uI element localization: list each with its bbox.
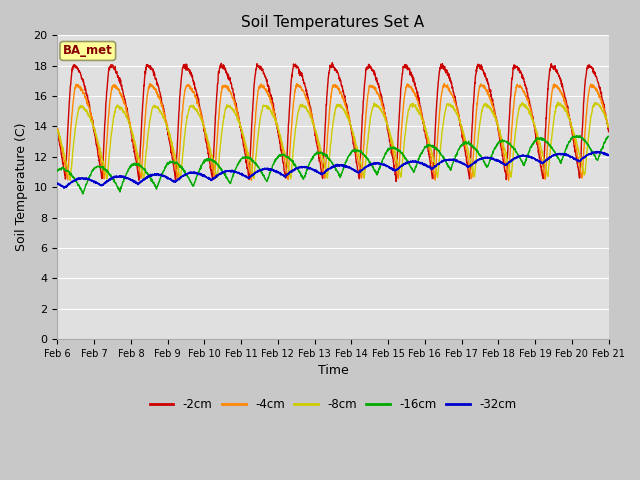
Legend: -2cm, -4cm, -8cm, -16cm, -32cm: -2cm, -4cm, -8cm, -16cm, -32cm (145, 394, 521, 416)
Text: BA_met: BA_met (63, 45, 113, 58)
Y-axis label: Soil Temperature (C): Soil Temperature (C) (15, 123, 28, 252)
Title: Soil Temperatures Set A: Soil Temperatures Set A (241, 15, 424, 30)
X-axis label: Time: Time (317, 364, 348, 377)
